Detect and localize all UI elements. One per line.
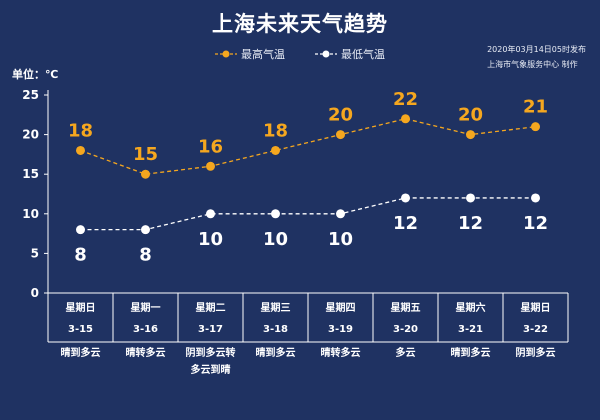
publish-agency: 上海市气象服务中心 制作 bbox=[487, 60, 578, 69]
data-label-high: 18 bbox=[68, 120, 93, 141]
legend-high-label: 最高气温 bbox=[241, 48, 285, 61]
chart-title: 上海未来天气趋势 bbox=[212, 12, 388, 36]
weather-description: 晴到多云 bbox=[48, 345, 114, 362]
weather-description: 多云 bbox=[373, 345, 439, 362]
x-tick-date: 3-20 bbox=[393, 324, 418, 335]
x-tick-date: 3-17 bbox=[198, 324, 223, 335]
weather-description-line: 多云 bbox=[395, 348, 416, 359]
x-tick-weekday: 星期二 bbox=[196, 301, 226, 314]
x-tick-date: 3-19 bbox=[328, 324, 353, 335]
x-tick-date: 3-18 bbox=[263, 324, 288, 335]
publish-time: 2020年03月14日05时发布 bbox=[487, 45, 586, 54]
weather-description-line: 阴到多云 bbox=[515, 348, 556, 359]
data-label-low: 10 bbox=[328, 229, 353, 250]
weather-description-line: 晴到多云 bbox=[60, 348, 101, 359]
series-line-high bbox=[80, 118, 536, 175]
data-point-high bbox=[336, 130, 345, 140]
data-label-low: 8 bbox=[74, 245, 87, 266]
y-tick-label: 20 bbox=[22, 128, 39, 142]
data-point-low bbox=[531, 193, 540, 203]
y-tick-label: 0 bbox=[31, 286, 39, 300]
x-tick-date: 3-22 bbox=[523, 324, 548, 335]
y-tick-label: 5 bbox=[31, 246, 39, 260]
data-label-high: 18 bbox=[263, 120, 288, 141]
data-point-high bbox=[141, 169, 150, 179]
x-tick-date: 3-21 bbox=[458, 324, 483, 335]
weather-description: 晴转多云 bbox=[113, 345, 179, 362]
x-tick-weekday: 星期日 bbox=[66, 301, 96, 314]
data-label-high: 16 bbox=[198, 136, 223, 157]
legend-low-marker bbox=[315, 50, 337, 58]
data-label-high: 20 bbox=[328, 105, 353, 126]
data-label-low: 12 bbox=[393, 213, 418, 234]
data-label-low: 10 bbox=[263, 229, 288, 250]
legend-high-marker bbox=[215, 50, 237, 58]
weather-description: 阴到多云转 多云到晴 bbox=[178, 345, 244, 379]
weather-description-line: 晴到多云 bbox=[450, 348, 491, 359]
publish-info: 2020年03月14日05时发布 上海市气象服务中心 制作 bbox=[487, 42, 586, 72]
weather-description: 阴到多云 bbox=[503, 345, 569, 362]
legend-high: 最高气温 bbox=[215, 46, 285, 62]
weather-description: 晴到多云 bbox=[243, 345, 309, 362]
data-point-high bbox=[466, 130, 475, 140]
data-point-high bbox=[76, 145, 85, 155]
data-label-low: 10 bbox=[198, 229, 223, 250]
weather-description-line: 晴转多云 bbox=[125, 348, 166, 359]
legend-low: 最低气温 bbox=[315, 46, 385, 62]
legend-low-label: 最低气温 bbox=[341, 48, 385, 61]
data-point-high bbox=[271, 145, 280, 155]
data-label-high: 21 bbox=[523, 97, 548, 118]
data-point-low bbox=[466, 193, 475, 203]
data-point-low bbox=[141, 225, 150, 235]
weather-description: 晴到多云 bbox=[438, 345, 504, 362]
data-point-high bbox=[401, 114, 410, 124]
data-label-high: 20 bbox=[458, 105, 483, 126]
x-tick-weekday: 星期三 bbox=[261, 301, 291, 314]
x-tick-date: 3-15 bbox=[68, 324, 93, 335]
weather-description-line: 晴到多云 bbox=[255, 348, 296, 359]
data-point-high bbox=[531, 122, 540, 132]
data-label-high: 22 bbox=[393, 89, 418, 110]
data-point-high bbox=[206, 161, 215, 171]
weather-description-line: 多云到晴 bbox=[190, 365, 231, 376]
data-point-low bbox=[206, 209, 215, 219]
x-tick-weekday: 星期一 bbox=[131, 301, 161, 314]
data-point-low bbox=[76, 225, 85, 235]
x-tick-weekday: 星期五 bbox=[391, 301, 421, 314]
x-tick-weekday: 星期日 bbox=[521, 301, 551, 314]
data-label-high: 15 bbox=[133, 144, 158, 165]
data-label-low: 12 bbox=[523, 213, 548, 234]
data-point-low bbox=[401, 193, 410, 203]
data-point-low bbox=[336, 209, 345, 219]
y-tick-label: 10 bbox=[22, 207, 39, 221]
weather-description: 晴转多云 bbox=[308, 345, 374, 362]
weather-description-line: 阴到多云转 bbox=[185, 348, 236, 359]
data-label-low: 8 bbox=[139, 245, 152, 266]
y-tick-label: 25 bbox=[22, 88, 39, 102]
x-tick-weekday: 星期四 bbox=[326, 301, 356, 314]
x-tick-weekday: 星期六 bbox=[456, 301, 486, 314]
data-point-low bbox=[271, 209, 280, 219]
unit-label: 单位：℃ bbox=[12, 68, 59, 81]
data-label-low: 12 bbox=[458, 213, 483, 234]
weather-description-line: 晴转多云 bbox=[320, 348, 361, 359]
y-tick-label: 15 bbox=[22, 167, 39, 181]
x-tick-date: 3-16 bbox=[133, 324, 158, 335]
